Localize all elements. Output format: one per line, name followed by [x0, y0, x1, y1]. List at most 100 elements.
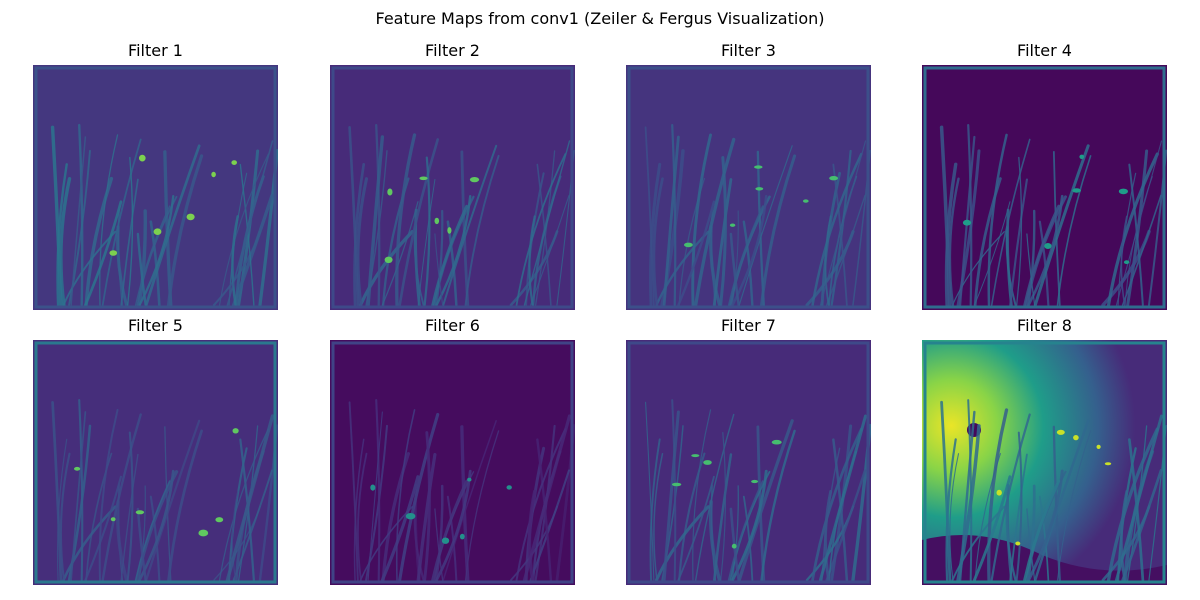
feature-highlight [405, 513, 416, 520]
feature-stroke [760, 154, 797, 307]
feature-stroke [398, 412, 440, 582]
feature-stroke [70, 136, 87, 306]
feature-stroke [825, 469, 867, 582]
feature-stroke [737, 419, 794, 582]
feature-highlight [1056, 429, 1065, 435]
feature-highlight [74, 466, 81, 471]
feature-stroke [1033, 144, 1090, 307]
feature-stroke [416, 452, 437, 582]
feature-stroke [662, 410, 680, 582]
feature-stroke [375, 399, 381, 582]
feature-highlight [1118, 188, 1128, 195]
feature-stroke [120, 178, 139, 306]
feature-highlight [211, 171, 216, 178]
feature-stroke [225, 414, 275, 582]
feature-stroke [536, 163, 552, 306]
feature-highlight [684, 242, 693, 248]
feature-stroke [811, 152, 863, 307]
feature-stroke [738, 145, 793, 306]
feature-stroke [218, 153, 269, 306]
feature-stroke [116, 225, 129, 307]
feature-stroke [348, 401, 359, 581]
feature-stroke [431, 479, 469, 582]
feature-highlight [186, 213, 195, 221]
feature-highlight [232, 428, 239, 434]
feature-highlight [754, 165, 763, 169]
feature-stroke [967, 123, 973, 307]
feature-stroke [395, 409, 416, 581]
feature-border [923, 341, 1166, 584]
feature-stroke [652, 177, 664, 307]
feature-stroke [939, 125, 952, 307]
feature-stroke [1121, 194, 1162, 306]
feature-stroke [727, 205, 764, 306]
feature-highlight [110, 517, 116, 522]
feature-map-image [330, 340, 575, 585]
feature-stroke [720, 431, 727, 581]
feature-highlight [1015, 541, 1021, 546]
feature-highlight [1072, 188, 1081, 193]
feature-stroke [655, 230, 710, 307]
feature-stroke [434, 508, 444, 581]
feature-stroke [1005, 500, 1017, 582]
feature-stroke [653, 452, 664, 581]
feature-stroke [644, 126, 655, 306]
feature-stroke [949, 453, 960, 581]
feature-stroke [655, 505, 710, 582]
feature-map-image [626, 65, 871, 310]
feature-highlight [370, 484, 376, 491]
feature-stroke [1027, 194, 1064, 307]
feature-stroke [395, 133, 417, 307]
feature-stroke [59, 452, 71, 582]
feature-stroke [381, 201, 419, 306]
feature-stroke [398, 138, 440, 307]
feature-highlight [447, 227, 452, 234]
feature-stroke [819, 140, 867, 306]
figure-title: Feature Maps from conv1 (Zeiler & Fergus… [375, 9, 825, 28]
feature-stroke [134, 480, 171, 581]
feature-stroke [951, 231, 1005, 306]
feature-stroke [1120, 215, 1128, 306]
feature-stroke [1115, 140, 1163, 306]
feature-stroke [99, 134, 119, 306]
feature-stroke [742, 220, 754, 307]
feature-highlight [135, 510, 145, 515]
feature-stroke [535, 150, 556, 306]
feature-stroke [671, 123, 677, 307]
feature-stroke [1126, 149, 1149, 307]
feature-stroke [1027, 469, 1064, 582]
feature-stroke [136, 507, 147, 582]
feature-stroke [434, 233, 444, 306]
feature-stroke [528, 215, 536, 307]
feature-highlight [384, 256, 393, 263]
feature-stroke [708, 500, 722, 582]
feature-stroke [218, 428, 269, 581]
feature-border [331, 341, 574, 584]
feature-highlight [1073, 435, 1079, 441]
feature-stroke [134, 205, 171, 306]
feature-stroke [357, 452, 368, 581]
feature-stroke [987, 408, 1009, 582]
feature-stroke [1009, 178, 1028, 307]
feature-highlight [387, 188, 393, 196]
feature-stroke [375, 123, 381, 307]
feature-border [331, 66, 574, 309]
feature-border [627, 66, 870, 309]
feature-stroke [671, 399, 677, 581]
feature-stroke [692, 409, 712, 581]
feature-stroke [649, 438, 661, 581]
feature-stroke [59, 177, 72, 307]
feature-highlight [1104, 462, 1112, 466]
feature-stroke [231, 490, 239, 581]
feature-stroke [98, 408, 119, 581]
panel-title: Filter 4 [1017, 41, 1072, 60]
feature-stroke [84, 200, 123, 307]
panel-title: Filter 8 [1017, 316, 1072, 335]
feature-highlight [755, 187, 764, 191]
feature-stroke [423, 431, 431, 582]
feature-stroke [348, 126, 360, 307]
feature-stroke [417, 179, 436, 306]
feature-highlight [829, 176, 838, 181]
feature-stroke [1026, 233, 1036, 306]
